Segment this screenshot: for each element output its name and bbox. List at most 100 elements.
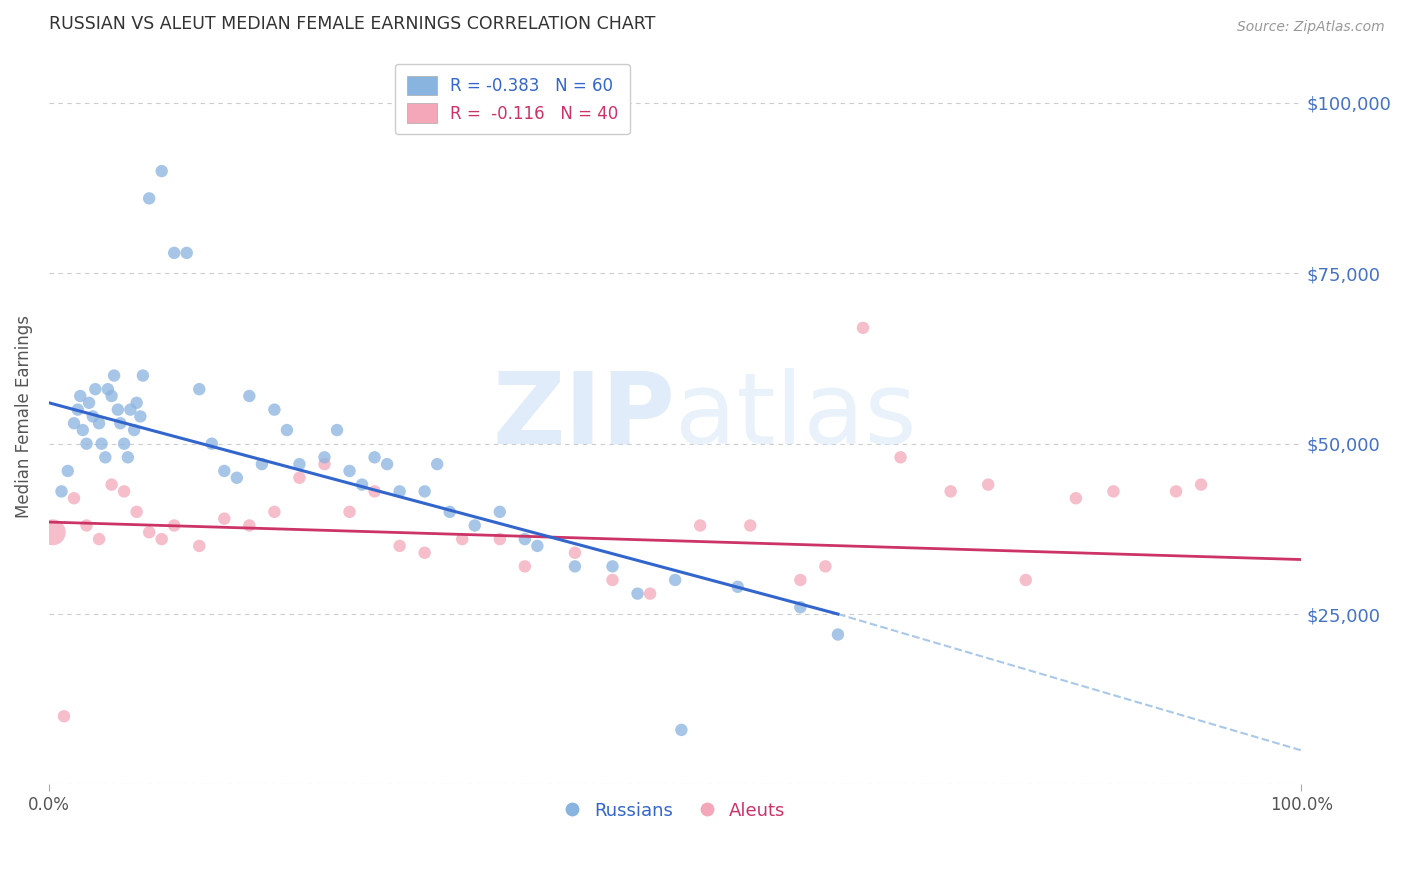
Point: [69, 389, 91, 403]
Point: [100, 477, 122, 491]
Point: [263, 505, 285, 519]
Point: [814, 559, 837, 574]
Point: [110, 416, 132, 430]
Point: [314, 457, 336, 471]
Point: [63, 416, 86, 430]
Point: [90, 436, 112, 450]
Point: [263, 402, 285, 417]
Point: [363, 484, 385, 499]
Point: [671, 723, 693, 737]
Point: [84, 382, 107, 396]
Point: [250, 457, 273, 471]
Point: [602, 573, 624, 587]
Point: [72, 423, 94, 437]
Point: [977, 477, 1000, 491]
Point: [727, 580, 749, 594]
Point: [363, 450, 385, 465]
Point: [602, 559, 624, 574]
Point: [488, 505, 510, 519]
Point: [288, 471, 311, 485]
Point: [129, 409, 152, 424]
Point: [238, 518, 260, 533]
Point: [1164, 484, 1187, 499]
Point: [464, 518, 486, 533]
Y-axis label: Median Female Earnings: Median Female Earnings: [15, 315, 32, 518]
Point: [112, 436, 135, 450]
Point: [564, 546, 586, 560]
Point: [664, 573, 686, 587]
Point: [526, 539, 548, 553]
Point: [125, 396, 148, 410]
Point: [97, 382, 120, 396]
Point: [740, 518, 762, 533]
Point: [53, 709, 76, 723]
Point: [163, 246, 186, 260]
Point: [150, 164, 173, 178]
Point: [513, 532, 536, 546]
Point: [388, 484, 411, 499]
Point: [87, 532, 110, 546]
Point: [1015, 573, 1038, 587]
Point: [214, 511, 236, 525]
Point: [138, 191, 160, 205]
Point: [314, 450, 336, 465]
Point: [120, 402, 142, 417]
Point: [339, 464, 361, 478]
Point: [122, 423, 145, 437]
Point: [375, 457, 398, 471]
Point: [288, 457, 311, 471]
Point: [352, 477, 374, 491]
Point: [201, 436, 224, 450]
Point: [188, 382, 211, 396]
Point: [76, 436, 98, 450]
Point: [94, 450, 117, 465]
Point: [51, 484, 73, 499]
Legend: Russians, Aleuts: Russians, Aleuts: [558, 795, 793, 827]
Point: [439, 505, 461, 519]
Point: [564, 559, 586, 574]
Point: [82, 409, 104, 424]
Point: [1064, 491, 1087, 506]
Point: [413, 546, 436, 560]
Point: [413, 484, 436, 499]
Point: [150, 532, 173, 546]
Point: [238, 389, 260, 403]
Point: [225, 471, 247, 485]
Point: [426, 457, 449, 471]
Point: [132, 368, 155, 383]
Point: [626, 586, 648, 600]
Point: [1102, 484, 1125, 499]
Point: [176, 246, 198, 260]
Text: atlas: atlas: [675, 368, 917, 465]
Point: [214, 464, 236, 478]
Point: [188, 539, 211, 553]
Point: [488, 532, 510, 546]
Text: Source: ZipAtlas.com: Source: ZipAtlas.com: [1237, 20, 1385, 34]
Point: [42, 525, 65, 540]
Point: [63, 491, 86, 506]
Point: [326, 423, 349, 437]
Point: [103, 368, 125, 383]
Point: [939, 484, 962, 499]
Point: [100, 389, 122, 403]
Point: [889, 450, 911, 465]
Point: [789, 573, 811, 587]
Point: [87, 416, 110, 430]
Point: [852, 321, 875, 335]
Point: [112, 484, 135, 499]
Point: [827, 627, 849, 641]
Point: [388, 539, 411, 553]
Point: [138, 525, 160, 540]
Point: [107, 402, 129, 417]
Text: RUSSIAN VS ALEUT MEDIAN FEMALE EARNINGS CORRELATION CHART: RUSSIAN VS ALEUT MEDIAN FEMALE EARNINGS …: [49, 15, 655, 33]
Point: [76, 518, 98, 533]
Point: [689, 518, 711, 533]
Point: [56, 464, 79, 478]
Point: [638, 586, 661, 600]
Point: [66, 402, 89, 417]
Point: [117, 450, 139, 465]
Point: [77, 396, 100, 410]
Point: [125, 505, 148, 519]
Point: [451, 532, 474, 546]
Point: [1189, 477, 1212, 491]
